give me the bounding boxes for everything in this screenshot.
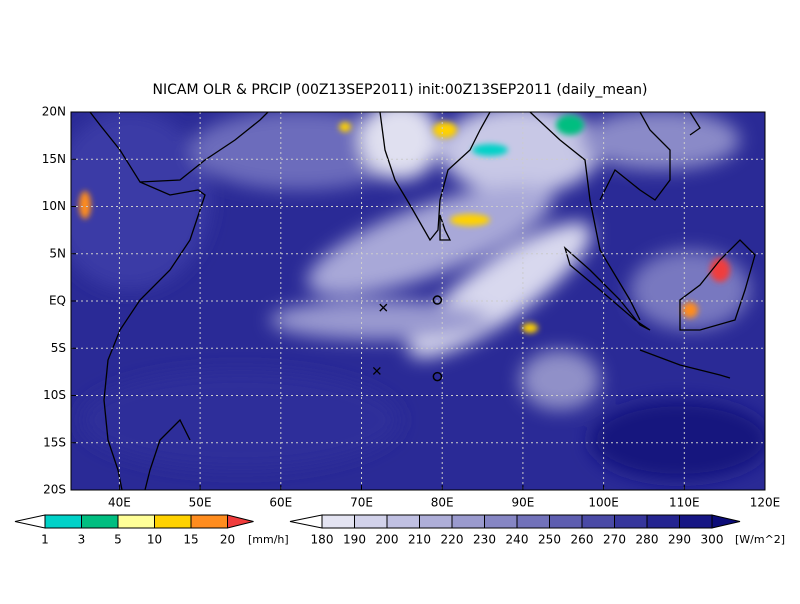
y-tick-label: 5N bbox=[49, 246, 66, 260]
colorbar-box bbox=[321, 514, 355, 529]
x-tick-label: 120E bbox=[750, 496, 781, 510]
colorbar-label: 200 bbox=[376, 533, 399, 547]
y-tick-label: 10N bbox=[42, 199, 66, 213]
y-tick-label: 5S bbox=[51, 341, 66, 355]
station-marker bbox=[379, 303, 388, 312]
colorbar-box bbox=[190, 514, 228, 529]
colorbar-label: 270 bbox=[603, 533, 626, 547]
colorbar-label: 10 bbox=[147, 533, 162, 547]
coastlines bbox=[89, 112, 756, 490]
colorbar-high bbox=[227, 514, 254, 529]
colorbar-label: 260 bbox=[571, 533, 594, 547]
y-tick-label: 15N bbox=[42, 152, 66, 166]
colorbar-label: 15 bbox=[183, 533, 198, 547]
rain-field bbox=[79, 115, 730, 333]
colorbar-label: 3 bbox=[78, 533, 86, 547]
x-tick-label: 100E bbox=[588, 496, 619, 510]
colorbar-label: 190 bbox=[343, 533, 366, 547]
colorbar-box bbox=[646, 514, 680, 529]
colorbar-label: 180 bbox=[311, 533, 334, 547]
colorbar-high bbox=[711, 514, 741, 529]
colorbar-label: 210 bbox=[408, 533, 431, 547]
x-tick-label: 90E bbox=[511, 496, 534, 510]
colorbar-box bbox=[354, 514, 388, 529]
colorbar-box bbox=[516, 514, 550, 529]
y-tick-label: 10S bbox=[43, 388, 66, 402]
colorbar-low bbox=[14, 514, 46, 529]
colorbar-box bbox=[386, 514, 420, 529]
colorbar-box bbox=[549, 514, 583, 529]
y-tick-label: 20N bbox=[42, 105, 66, 119]
x-tick-label: 40E bbox=[108, 496, 131, 510]
colorbar-label: 250 bbox=[538, 533, 561, 547]
x-tick-label: 60E bbox=[269, 496, 292, 510]
colorbar-unit: [mm/h] bbox=[248, 533, 289, 546]
colorbar-label: 280 bbox=[636, 533, 659, 547]
station-marker bbox=[372, 366, 381, 375]
ticks: 40E 50E 60E 70E 80E 90E 100E 110E 120E 20N 15N 10N 5… bbox=[42, 105, 781, 510]
colorbar-box bbox=[117, 514, 155, 529]
colorbar-box bbox=[679, 514, 713, 529]
colorbar-label: 20 bbox=[220, 533, 235, 547]
colorbar-label: 230 bbox=[473, 533, 496, 547]
y-tick-label: 20S bbox=[43, 483, 66, 497]
colorbar-box bbox=[154, 514, 192, 529]
colorbar-box bbox=[451, 514, 485, 529]
x-tick-label: 80E bbox=[431, 496, 454, 510]
colorbar-label: 240 bbox=[506, 533, 529, 547]
colorbars: 1 3 5 10 15 20 [mm/h] 180 190 200 210 220 230 240 250 2… bbox=[14, 514, 785, 547]
colorbar-box bbox=[81, 514, 119, 529]
olr-field bbox=[71, 112, 765, 490]
colorbar-unit: [W/m^2] bbox=[735, 533, 785, 546]
station-marker bbox=[432, 295, 443, 305]
colorbar-box bbox=[581, 514, 615, 529]
colorbar-low bbox=[289, 514, 323, 529]
grid bbox=[71, 112, 765, 490]
x-tick-label: 50E bbox=[189, 496, 212, 510]
x-tick-label: 70E bbox=[350, 496, 373, 510]
station-marker bbox=[432, 371, 443, 382]
x-tick-label: 110E bbox=[669, 496, 700, 510]
colorbar-label: 5 bbox=[114, 533, 122, 547]
colorbar-label: 1 bbox=[41, 533, 49, 547]
colorbar-box bbox=[614, 514, 648, 529]
colorbar-box bbox=[484, 514, 518, 529]
colorbar-box bbox=[44, 514, 82, 529]
colorbar-box bbox=[419, 514, 453, 529]
title: NICAM OLR & PRCIP (00Z13SEP2011) init:00… bbox=[152, 82, 647, 98]
colorbar-label: 220 bbox=[441, 533, 464, 547]
y-tick-label: 15S bbox=[43, 435, 66, 449]
markers bbox=[372, 295, 443, 382]
y-tick-label: EQ bbox=[49, 294, 66, 308]
colorbar-label: 290 bbox=[668, 533, 691, 547]
colorbar-label: 300 bbox=[701, 533, 724, 547]
